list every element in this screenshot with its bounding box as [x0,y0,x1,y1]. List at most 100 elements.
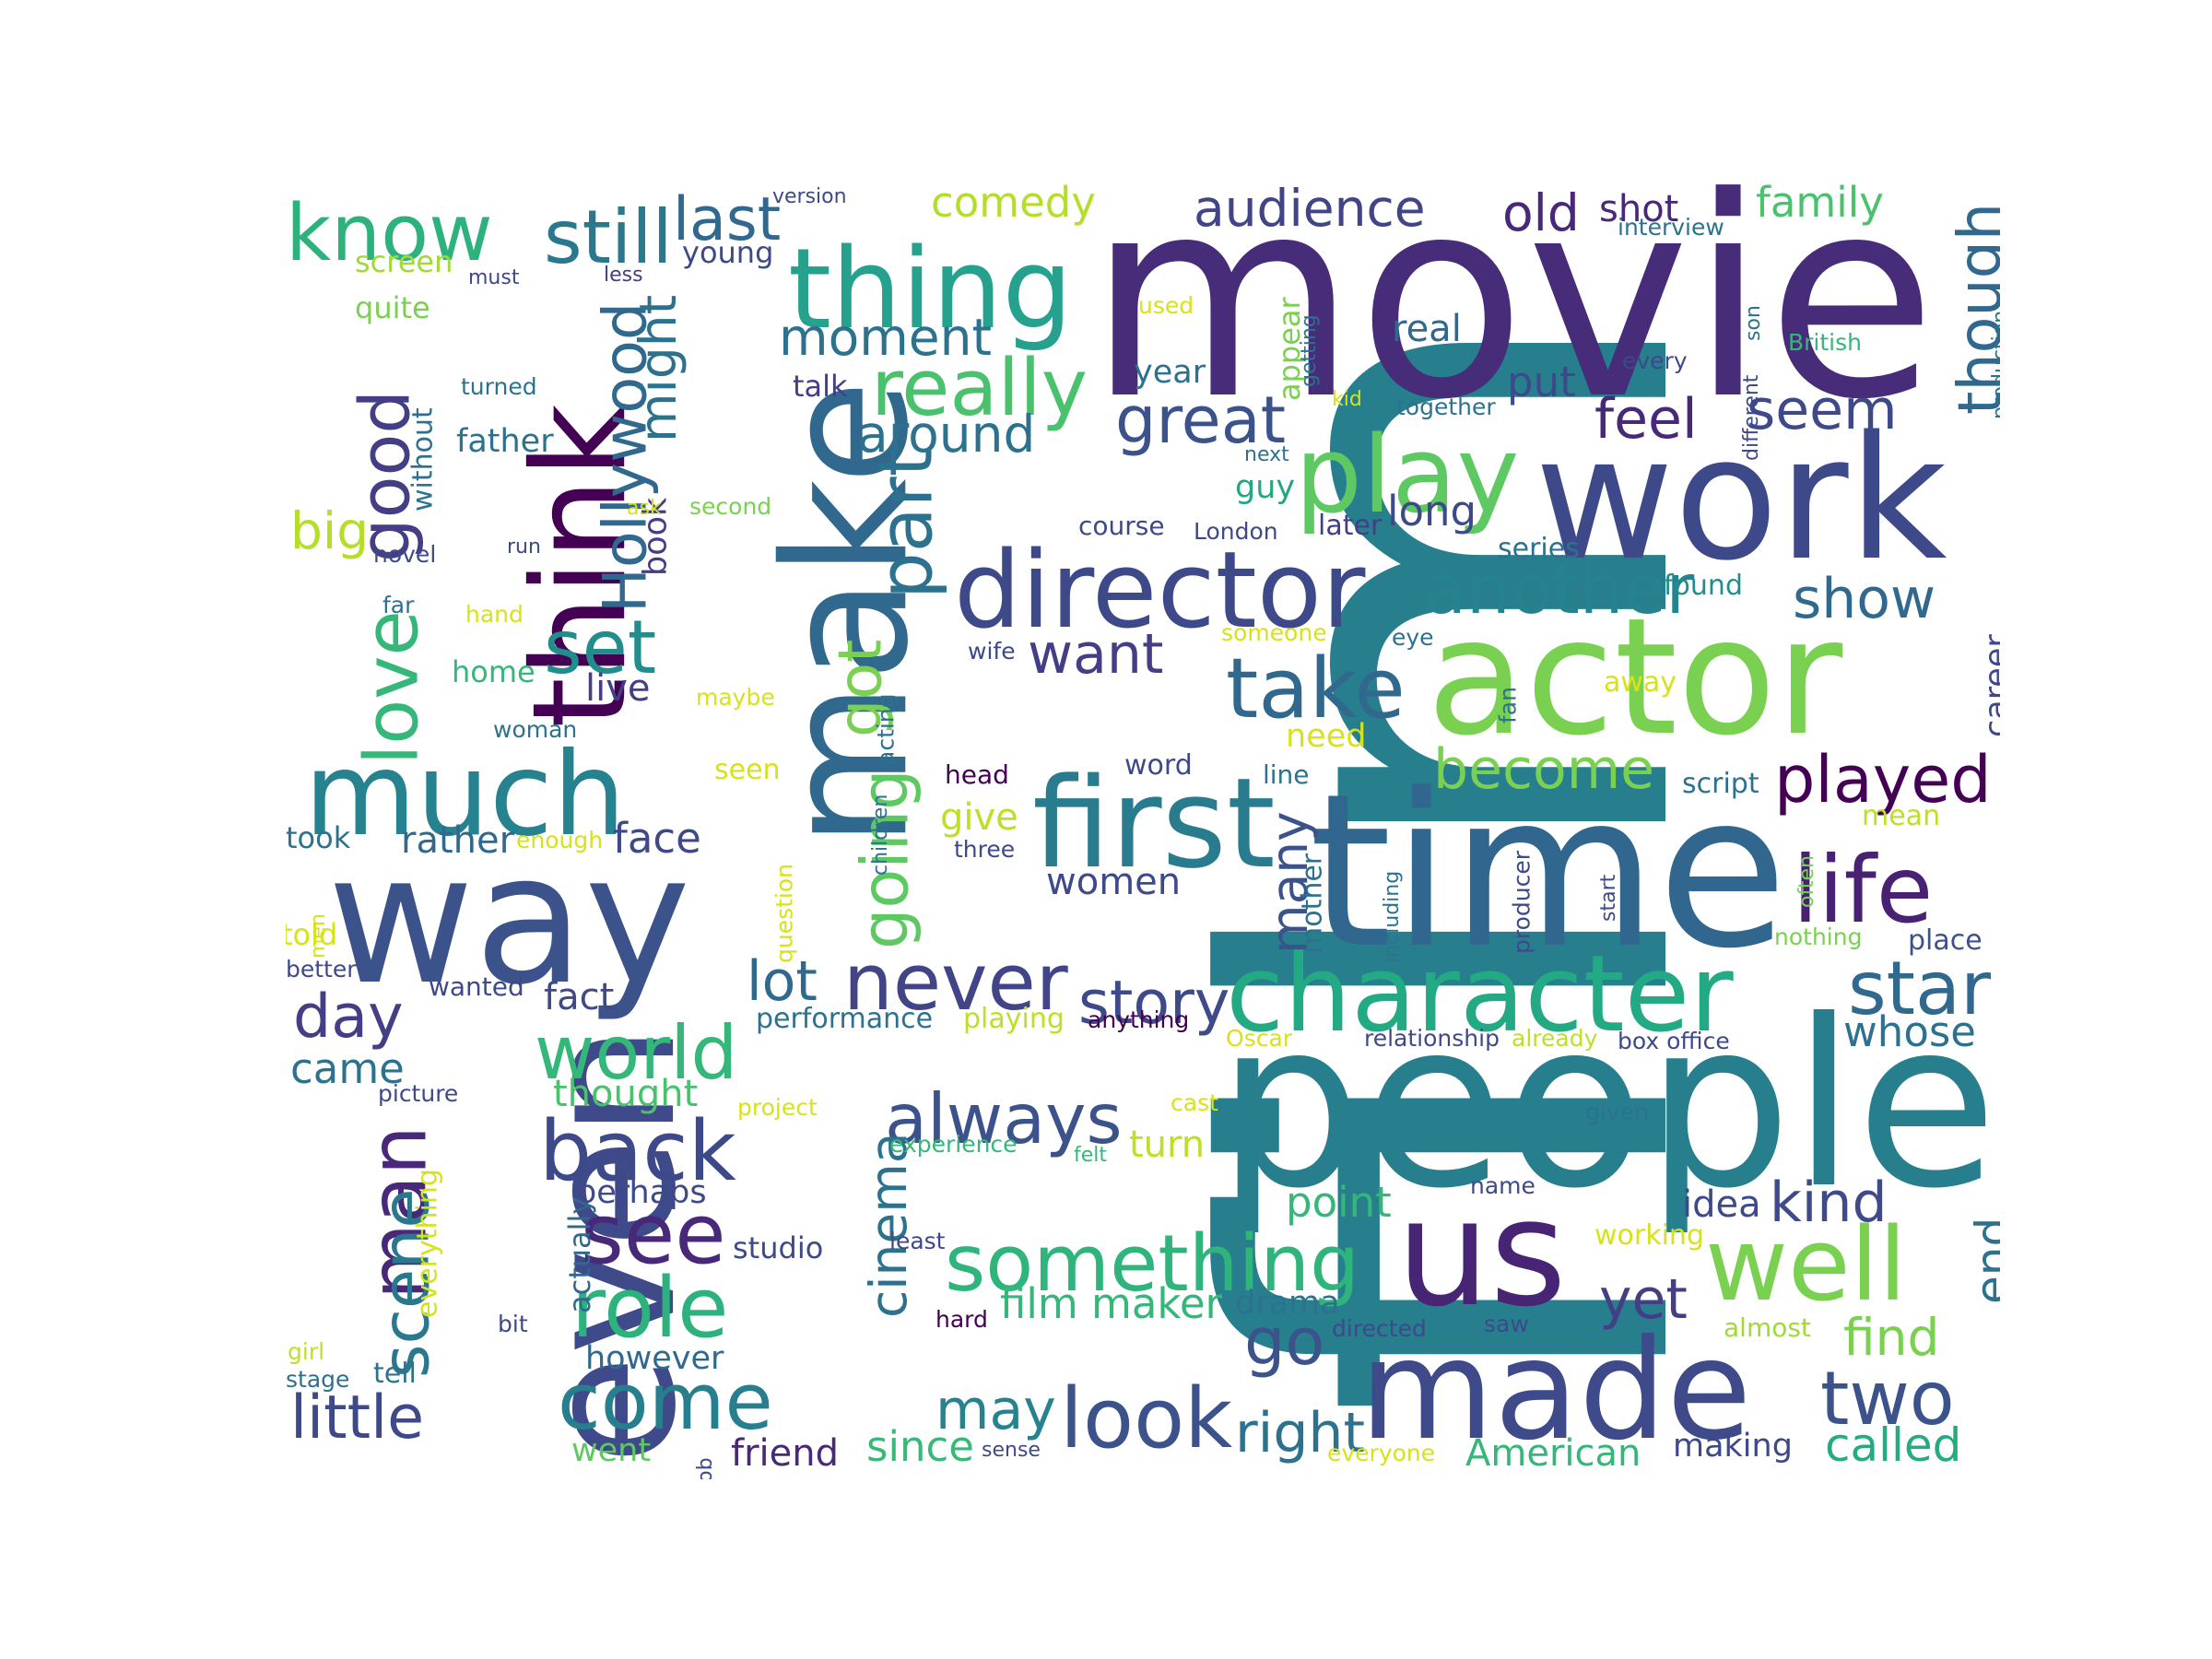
word-quite: quite [355,290,430,325]
word-real: real [1392,308,1462,350]
word-fact: fact [544,976,614,1018]
word-fan: fan [1495,687,1522,724]
word-experience: experience [889,1131,1018,1158]
word-need: need [1286,718,1366,755]
word-felt: felt [1074,1144,1107,1167]
word-cloud: filmmoviepeopletimeactorworkmakeevenwayd… [286,180,2000,1479]
word-least: least [889,1228,946,1254]
word-wife: wife [968,638,1016,665]
word-must: must [468,266,520,289]
word-american: American [1465,1432,1641,1475]
word-idea: idea [1682,1183,1761,1226]
word-everyone: everyone [1327,1440,1435,1466]
word-seem: seem [1747,378,1898,442]
word-part: part [863,448,948,599]
word-playing: playing [963,1003,1065,1035]
word-different: different [1740,374,1763,461]
word-kind: kind [1770,1171,1888,1235]
word-screen: screen [355,244,453,279]
word-later: later [1318,510,1382,542]
word-little: little [290,1383,424,1453]
word-going: going [848,769,924,949]
word-family: family [1756,180,1884,227]
word-show: show [1793,567,1936,631]
word-world: world [535,1010,737,1096]
word-always: always [885,1078,1123,1159]
word-work: work [1535,399,1947,598]
word-script: script [1682,768,1759,800]
word-told: told [286,917,337,952]
word-face: face [613,814,701,863]
word-right: right [1235,1401,1365,1465]
word-might: might [629,295,688,442]
word-film: film [1111,292,1807,1419]
word-production: production [1989,311,2000,419]
word-big: big [290,501,369,560]
word-feel: feel [1594,387,1698,452]
word-however: however [585,1340,724,1377]
word-perhaps: perhaps [576,1174,707,1211]
word-three: three [954,836,1015,863]
word-took: took [286,820,351,855]
word-someone: someone [1221,619,1327,646]
word-producer: producer [1509,850,1535,954]
word-thing: thing [788,226,1073,354]
word-appear: appear [1272,296,1307,401]
word-men: men [307,913,330,959]
word-yet: yet [1599,1267,1688,1332]
word-role: role [571,1260,728,1357]
word-man: man [353,1125,444,1300]
word-seen: seen [714,754,781,786]
word-well: well [1705,1206,1907,1324]
word-point: point [1286,1178,1392,1227]
word-less: less [604,264,643,287]
word-box-office: box office [1618,1028,1730,1054]
word-london: London [1194,518,1278,545]
word-women: women [1046,861,1181,903]
word-wanted: wanted [429,971,524,1002]
word-think: think [505,404,655,728]
word-sense: sense [982,1439,1041,1462]
word-set: set [544,605,656,690]
word-see: see [581,1186,726,1283]
word-something: something [945,1218,1359,1310]
word-put: put [1507,358,1576,406]
word-play: play [1295,414,1519,537]
word-really: really [871,343,1088,434]
word-hollywood: Hollywood [592,302,661,613]
word-day: day [293,982,404,1052]
word-place: place [1908,924,1983,957]
word-thought: thought [553,1073,698,1115]
word-name: name [1470,1172,1535,1199]
word-including: including [1381,871,1404,963]
word-next: next [1244,443,1289,466]
word-found: found [1664,570,1743,602]
word-good: good [345,390,426,562]
word-moment: moment [779,308,992,367]
word-know: know [286,188,493,279]
word-came: came [290,1044,405,1093]
word-though: though [1947,203,2000,415]
word-guy: guy [1235,469,1295,506]
word-second: second [689,493,771,520]
word-girl: girl [288,1338,324,1365]
word-actually: actually [562,1197,597,1313]
word-drama: drama [1235,1285,1340,1322]
word-much: much [304,728,626,862]
word-back: back [539,1103,736,1200]
word-maybe: maybe [696,684,775,711]
word-saw: saw [1484,1311,1529,1337]
word-question: question [771,864,798,963]
word-british: British [1788,329,1862,356]
word-acting: acting [873,693,900,765]
word-novel: novel [373,541,436,568]
word-old: old [1502,183,1580,242]
word-woman: woman [493,716,577,743]
word-never: never [843,937,1068,1029]
word-tell: tell [373,1358,417,1390]
word-far: far [382,592,415,618]
word-bit: bit [498,1311,528,1337]
word-line: line [1263,759,1310,790]
word-project: project [737,1094,818,1121]
word-home: home [452,654,535,689]
